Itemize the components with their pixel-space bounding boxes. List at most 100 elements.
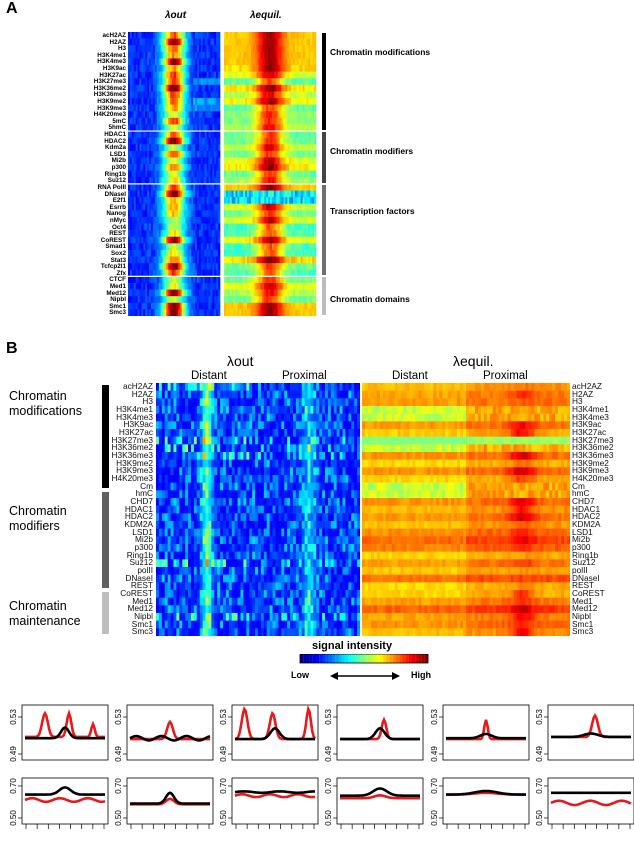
heat-cell bbox=[314, 45, 317, 53]
heat-cell bbox=[310, 296, 313, 304]
heat-cell bbox=[254, 177, 257, 185]
heat-cell bbox=[298, 309, 301, 316]
heat-cell bbox=[168, 124, 171, 132]
heat-cell bbox=[249, 444, 253, 453]
heat-cell bbox=[151, 243, 154, 251]
heat-cell bbox=[264, 230, 267, 238]
heat-cell bbox=[289, 150, 292, 158]
panel-b-row-label: H3K36me2 bbox=[111, 442, 153, 453]
heat-cell bbox=[279, 289, 282, 297]
heat-cell bbox=[210, 58, 213, 66]
heat-cell bbox=[193, 302, 196, 310]
heat-cell bbox=[224, 84, 227, 92]
heat-cell bbox=[183, 309, 186, 316]
heat-cell bbox=[247, 170, 250, 178]
panel-b-row-label: REST bbox=[130, 580, 153, 591]
heat-cell bbox=[156, 390, 160, 399]
heat-cell bbox=[139, 111, 142, 119]
heat-cell bbox=[252, 236, 255, 244]
heat-cell bbox=[156, 406, 160, 414]
heat-cell bbox=[285, 190, 288, 198]
heat-cell bbox=[319, 444, 323, 453]
heat-cell bbox=[143, 84, 146, 92]
heat-cell bbox=[175, 117, 179, 125]
heat-cell bbox=[229, 78, 232, 86]
heat-cell bbox=[158, 58, 161, 66]
heat-cell bbox=[156, 32, 159, 39]
heat-cell bbox=[300, 51, 303, 59]
heat-cell bbox=[210, 249, 213, 257]
heat-cell bbox=[298, 117, 301, 125]
heat-cell bbox=[281, 429, 285, 437]
heat-cell bbox=[291, 177, 294, 185]
heat-cell bbox=[264, 164, 267, 171]
panel-a-group-chromatin-domains: Chromatin domains bbox=[330, 294, 410, 304]
heat-cell bbox=[216, 223, 219, 231]
heat-cell bbox=[139, 197, 142, 205]
heat-cell bbox=[306, 203, 309, 211]
heat-cell bbox=[252, 104, 255, 112]
heat-cell bbox=[187, 65, 190, 72]
heat-cell bbox=[264, 256, 267, 264]
heat-cell bbox=[228, 429, 233, 437]
heat-cell bbox=[158, 263, 161, 271]
heat-cell bbox=[281, 197, 284, 205]
heat-cell bbox=[277, 78, 280, 86]
heat-cell bbox=[279, 302, 282, 310]
heat-cell bbox=[128, 230, 131, 238]
heat-cell bbox=[231, 216, 234, 224]
heat-cell bbox=[298, 452, 303, 460]
heat-cell bbox=[229, 236, 232, 244]
heat-cell bbox=[147, 296, 150, 304]
heat-cell bbox=[235, 309, 238, 316]
heat-cell bbox=[164, 421, 168, 430]
heat-cell bbox=[224, 45, 227, 53]
heat-cell bbox=[310, 190, 313, 198]
heat-cell bbox=[197, 111, 200, 119]
heat-cell bbox=[179, 71, 182, 79]
heat-cell bbox=[158, 98, 161, 105]
heat-cell bbox=[247, 131, 250, 138]
heat-cell bbox=[196, 383, 201, 391]
heat-cell bbox=[185, 190, 188, 198]
heat-cell bbox=[195, 230, 198, 238]
heat-cell bbox=[183, 197, 186, 205]
heat-cell bbox=[189, 78, 192, 86]
heat-cell bbox=[228, 398, 233, 407]
heat-cell bbox=[308, 150, 311, 158]
heat-cell bbox=[277, 276, 280, 284]
heat-cell bbox=[283, 177, 286, 185]
heat-cell bbox=[258, 413, 262, 422]
heat-cell bbox=[348, 429, 352, 437]
heat-cell bbox=[139, 309, 142, 316]
heat-cell bbox=[224, 65, 227, 72]
heat-cell bbox=[357, 436, 360, 445]
heat-cell bbox=[357, 429, 360, 437]
heat-cell bbox=[243, 429, 247, 437]
heat-cell bbox=[223, 383, 227, 391]
heat-cell bbox=[247, 243, 250, 251]
heat-cell bbox=[188, 413, 192, 422]
heat-cell bbox=[217, 413, 221, 422]
heat-cell bbox=[168, 38, 171, 46]
heat-cell bbox=[214, 144, 217, 152]
heat-cell bbox=[166, 45, 169, 53]
heat-cell bbox=[241, 249, 244, 257]
heat-cell bbox=[179, 131, 182, 138]
heat-cell bbox=[191, 223, 194, 231]
heat-cell bbox=[185, 289, 188, 297]
heat-cell bbox=[182, 413, 186, 422]
heat-cell bbox=[306, 131, 309, 138]
heat-cell bbox=[189, 84, 192, 92]
heat-cell bbox=[162, 71, 165, 79]
heat-cell bbox=[170, 398, 174, 407]
heat-cell bbox=[170, 170, 173, 178]
heat-cell bbox=[233, 223, 236, 231]
heat-cell bbox=[149, 98, 152, 105]
heat-cell bbox=[214, 45, 217, 53]
heat-cell bbox=[149, 249, 152, 257]
heat-cell bbox=[235, 124, 238, 132]
heat-cell bbox=[172, 65, 175, 72]
heat-cell bbox=[266, 289, 269, 297]
panel-b-row-label: H3K4me3 bbox=[116, 411, 153, 422]
